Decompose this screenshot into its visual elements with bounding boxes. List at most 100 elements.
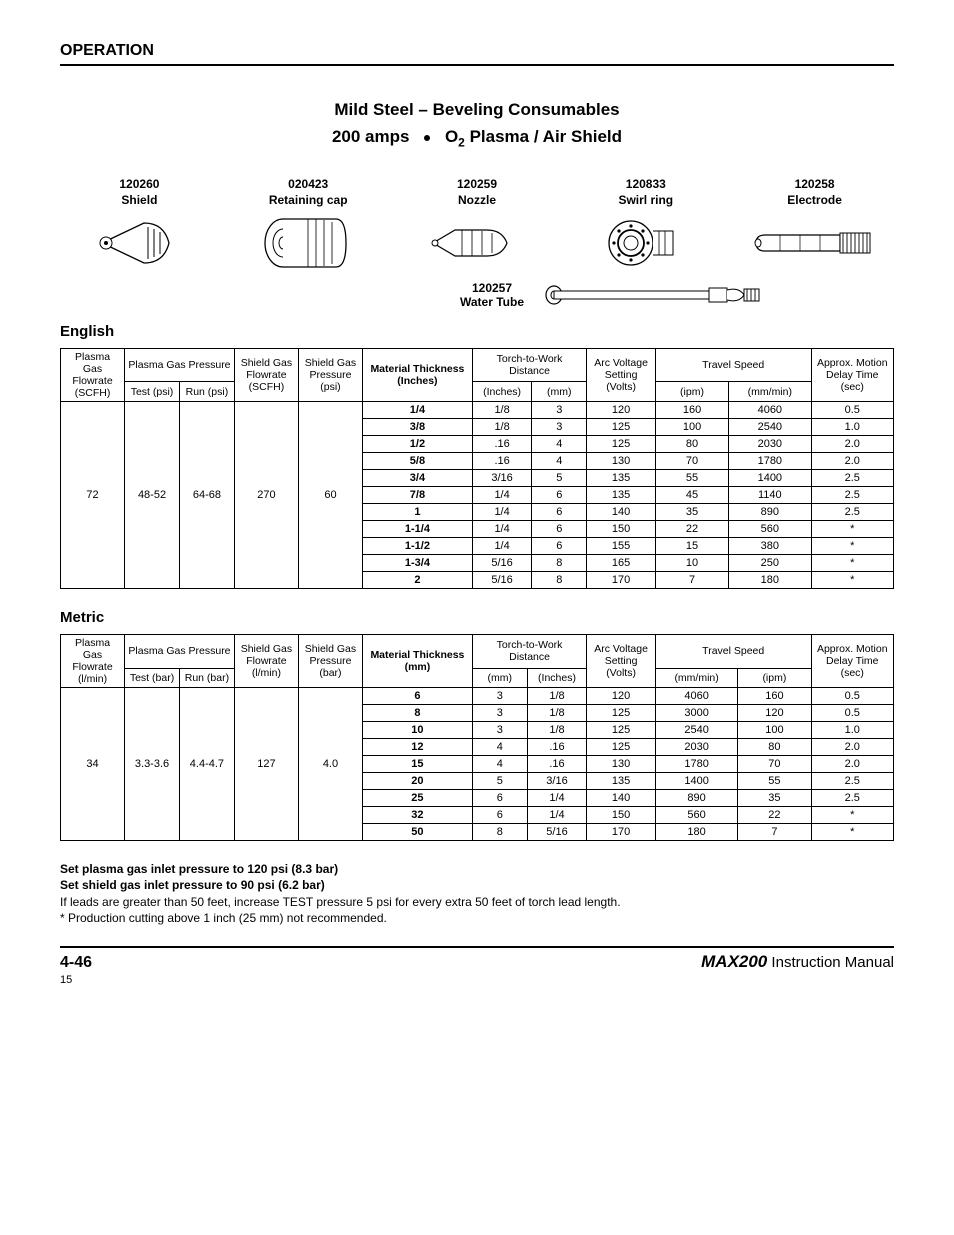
data-cell: 2.5 (811, 773, 893, 790)
data-cell: 125 (587, 722, 656, 739)
data-cell: 6 (472, 790, 527, 807)
data-cell: 2.5 (811, 790, 893, 807)
water-tube-row: 120257 Water Tube (60, 281, 894, 309)
data-cell: 1 (363, 504, 473, 521)
data-cell: 4060 (655, 688, 737, 705)
data-cell: 1780 (729, 453, 811, 470)
col-header: Travel Speed (655, 635, 811, 669)
data-cell: 15 (363, 756, 473, 773)
data-cell: 4060 (729, 402, 811, 419)
part-number: 120259 (398, 177, 557, 191)
col-header: Travel Speed (655, 348, 811, 382)
data-cell: 165 (587, 555, 656, 572)
manual-label: MAX200 Instruction Manual (701, 952, 894, 972)
data-cell: * (811, 555, 893, 572)
data-cell: 160 (738, 688, 811, 705)
data-cell: 150 (587, 807, 656, 824)
data-cell: 10 (655, 555, 728, 572)
col-header: Shield Gas Pressure(bar) (298, 635, 362, 688)
data-cell: 3 (472, 688, 527, 705)
data-cell: 560 (655, 807, 737, 824)
data-cell: 160 (655, 402, 728, 419)
data-cell: 7 (738, 824, 811, 841)
data-cell: 8 (363, 705, 473, 722)
shield-icon (60, 213, 219, 273)
data-cell: 25 (363, 790, 473, 807)
data-cell: 5 (532, 470, 587, 487)
col-subheader: Run (bar) (179, 668, 234, 688)
col-subheader: (Inches) (472, 382, 532, 402)
data-cell: 1780 (655, 756, 737, 773)
english-heading: English (60, 323, 894, 340)
data-cell: * (811, 807, 893, 824)
part-number: 120260 (60, 177, 219, 191)
title-block: Mild Steel – Beveling Consumables 200 am… (60, 96, 894, 153)
data-cell: 1/4 (472, 521, 532, 538)
col-header: Torch-to-Work Distance (472, 635, 586, 669)
data-cell: 1-3/4 (363, 555, 473, 572)
part-label: Nozzle (398, 193, 557, 207)
data-cell: 1/4 (363, 402, 473, 419)
col-subheader: Test (psi) (125, 382, 180, 402)
col-header: Plasma GasFlowrate (l/min) (61, 635, 125, 688)
data-cell: 1.0 (811, 722, 893, 739)
part-nozzle: 120259 Nozzle (398, 177, 557, 273)
data-cell: 135 (587, 470, 656, 487)
data-cell: 2.5 (811, 487, 893, 504)
data-cell: 150 (587, 521, 656, 538)
data-cell: .16 (472, 453, 532, 470)
data-cell: 140 (587, 790, 656, 807)
data-cell: 135 (587, 487, 656, 504)
data-cell: 2 (363, 572, 473, 589)
data-cell: 7/8 (363, 487, 473, 504)
metric-table: Plasma GasFlowrate (l/min) Plasma Gas Pr… (60, 634, 894, 841)
fixed-cell: 4.0 (298, 688, 362, 841)
col-header: Material Thickness(Inches) (363, 348, 473, 401)
col-subheader: (Inches) (527, 668, 587, 688)
nozzle-icon (398, 213, 557, 273)
data-cell: 22 (738, 807, 811, 824)
col-subheader: (ipm) (738, 668, 811, 688)
brand-name: MAX200 (701, 952, 767, 971)
data-cell: 3/4 (363, 470, 473, 487)
data-cell: 250 (729, 555, 811, 572)
part-electrode: 120258 Electrode (735, 177, 894, 273)
data-cell: 55 (738, 773, 811, 790)
data-cell: 2540 (729, 419, 811, 436)
english-table: Plasma GasFlowrate (SCFH) Plasma Gas Pre… (60, 348, 894, 589)
gas-label-sub: 2 (458, 136, 465, 150)
data-cell: * (811, 572, 893, 589)
data-cell: 890 (655, 790, 737, 807)
data-cell: 125 (587, 739, 656, 756)
col-header: Arc Voltage Setting(Volts) (587, 635, 656, 688)
col-header: Approx. Motion Delay Time(sec) (811, 635, 893, 688)
data-cell: 6 (532, 487, 587, 504)
fixed-cell: 60 (298, 402, 362, 589)
part-label: Retaining cap (229, 193, 388, 207)
fixed-cell: 4.4-4.7 (179, 688, 234, 841)
data-cell: 2.0 (811, 756, 893, 773)
data-cell: 2.0 (811, 453, 893, 470)
col-header: Shield Gas Pressure(psi) (298, 348, 362, 401)
col-subheader: (mm/min) (729, 382, 811, 402)
data-cell: 1/8 (472, 419, 532, 436)
data-cell: 6 (472, 807, 527, 824)
title-line-1: Mild Steel – Beveling Consumables (60, 96, 894, 123)
data-cell: 6 (532, 538, 587, 555)
data-cell: 55 (655, 470, 728, 487)
data-cell: 80 (738, 739, 811, 756)
electrode-icon (735, 213, 894, 273)
data-cell: .16 (527, 739, 587, 756)
swirl-ring-icon (566, 213, 725, 273)
data-cell: 5 (472, 773, 527, 790)
data-cell: 1.0 (811, 419, 893, 436)
data-cell: 1-1/4 (363, 521, 473, 538)
data-cell: 560 (729, 521, 811, 538)
data-cell: 3/16 (472, 470, 532, 487)
data-cell: 130 (587, 453, 656, 470)
data-cell: 80 (655, 436, 728, 453)
part-label: Shield (60, 193, 219, 207)
part-swirl-ring: 120833 Swirl ring (566, 177, 725, 273)
data-cell: 3/16 (527, 773, 587, 790)
data-cell: 1400 (729, 470, 811, 487)
